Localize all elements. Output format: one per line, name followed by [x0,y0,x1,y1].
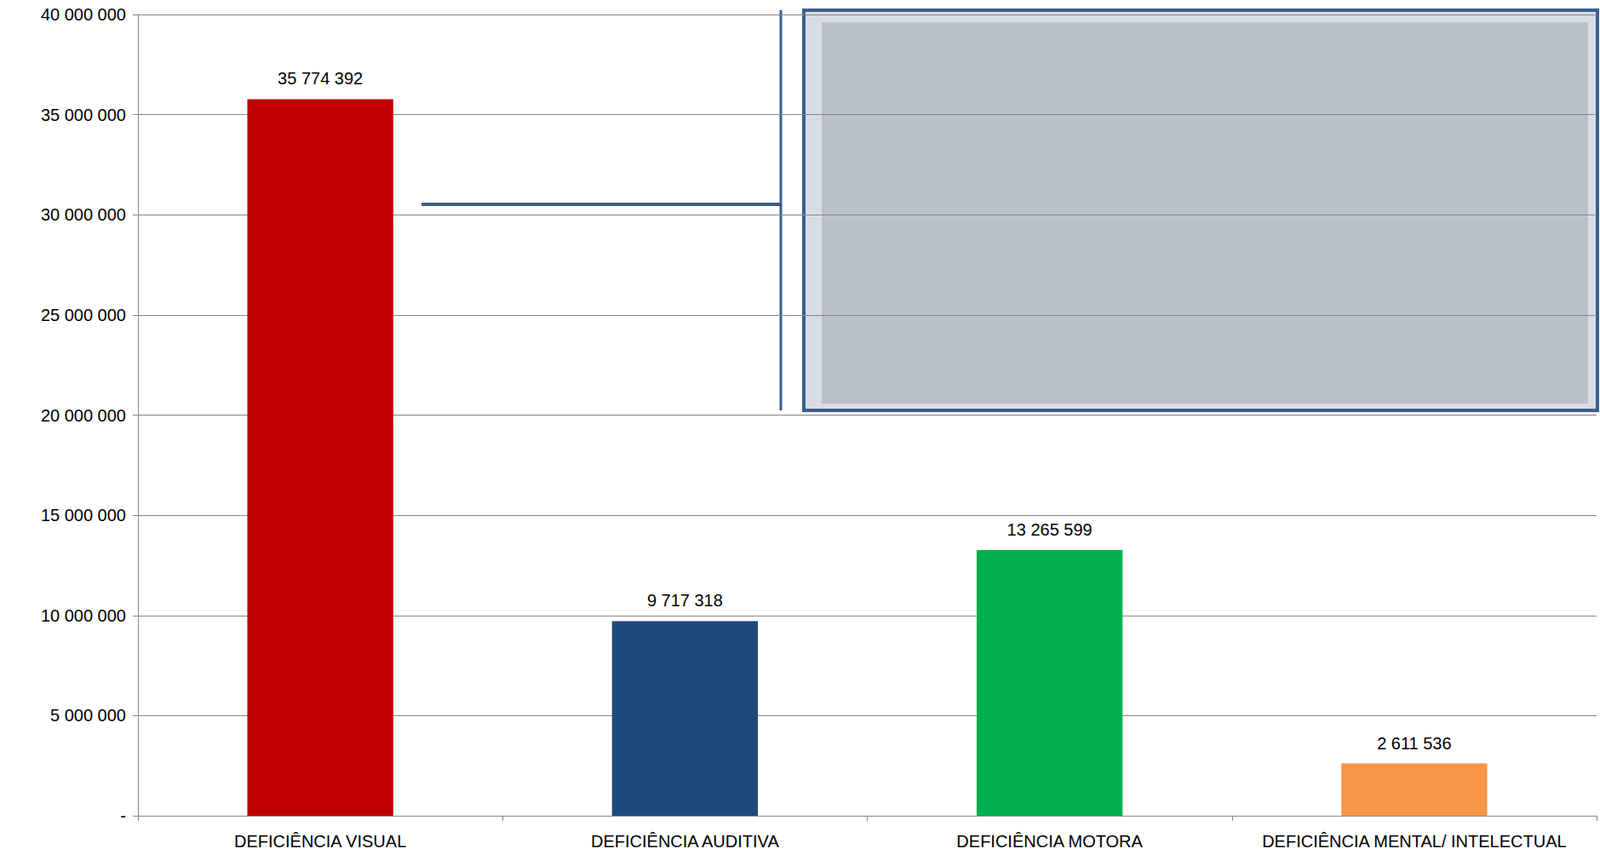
svg-text:DEFICIÊNCIA VISUAL: DEFICIÊNCIA VISUAL [234,831,407,851]
svg-text:10 000 000: 10 000 000 [40,606,127,626]
svg-text:35 774 392: 35 774 392 [277,68,363,88]
svg-text:25 000 000: 25 000 000 [40,305,127,325]
svg-text:2 611 536: 2 611 536 [1376,734,1452,753]
svg-text:DEFICIÊNCIA AUDITIVA: DEFICIÊNCIA AUDITIVA [590,831,780,851]
svg-text:15 000 000: 15 000 000 [40,505,127,525]
svg-text:9 717 318: 9 717 318 [647,590,723,610]
svg-text:35 000 000: 35 000 000 [40,105,127,125]
svg-text:40 000 000: 40 000 000 [40,5,127,24]
svg-text:DEFICIÊNCIA MOTORA: DEFICIÊNCIA MOTORA [956,831,1143,851]
svg-text:5 000 000: 5 000 000 [50,705,127,725]
svg-text:13 265 599: 13 265 599 [1007,520,1093,540]
svg-text:30 000 000: 30 000 000 [40,205,127,224]
svg-text:-: - [120,806,127,826]
svg-text:DEFICIÊNCIA MENTAL/ INTELECTUA: DEFICIÊNCIA MENTAL/ INTELECTUAL [1261,831,1566,851]
svg-text:20 000 000: 20 000 000 [40,406,127,425]
